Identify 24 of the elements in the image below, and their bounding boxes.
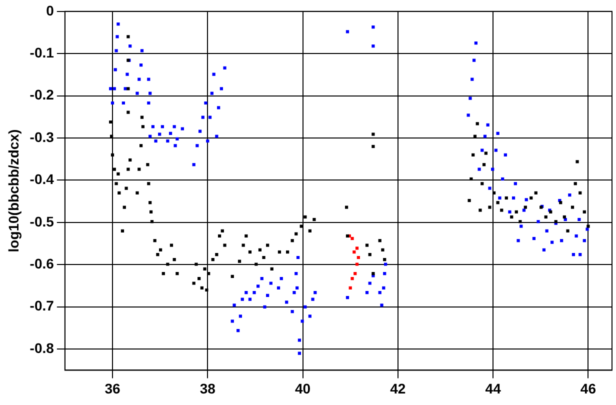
y-axis-title: log10(bbcbb/zdcx) [5,129,22,252]
x-tick-label: 46 [580,380,596,396]
y-tick-label: -0.1 [30,44,54,60]
point [355,262,359,266]
x-tick-label: 40 [294,380,311,396]
point [350,277,354,280]
point [355,246,359,250]
y-tick-label: -0.8 [30,340,54,356]
y-tick-label: -0.6 [30,256,54,272]
point [350,236,354,240]
y-tick-label: -0.5 [30,213,54,230]
y-tick-label: -0.7 [30,298,54,314]
x-tick-label: 44 [485,380,502,396]
y-tick-label: -0.3 [30,128,54,145]
y-tick-label: -0.2 [30,86,54,103]
y-tick-label: -0.4 [30,171,54,188]
y-tick-label: 0 [46,2,54,18]
point [348,286,352,290]
x-tick-label: 36 [104,380,120,396]
point [352,250,356,254]
point [356,256,360,260]
point [354,272,357,276]
x-tick-label: 38 [200,380,216,396]
x-tick-label: 42 [390,380,406,396]
